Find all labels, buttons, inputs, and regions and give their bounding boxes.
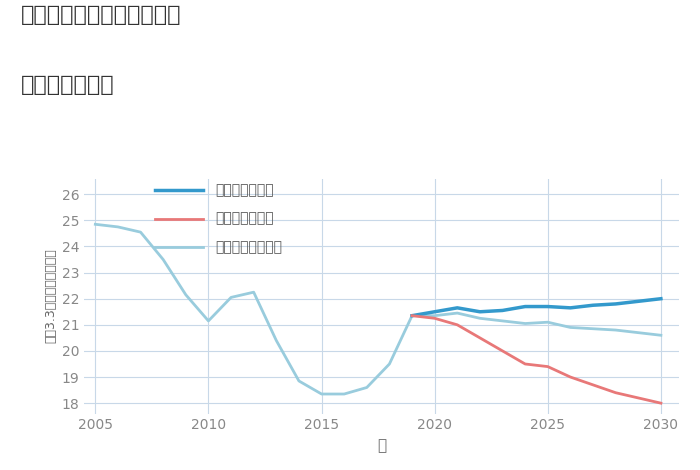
Text: 土地の価格推移: 土地の価格推移: [21, 75, 115, 95]
Text: グッドシナリオ: グッドシナリオ: [215, 183, 274, 197]
Text: 奈良県生駒郡平群町若井の: 奈良県生駒郡平群町若井の: [21, 5, 181, 25]
X-axis label: 年: 年: [377, 438, 386, 453]
Text: ノーマルシナリオ: ノーマルシナリオ: [215, 240, 282, 254]
Y-axis label: 坪（3.3㎡）単価（万円）: 坪（3.3㎡）単価（万円）: [44, 249, 57, 344]
Text: バッドシナリオ: バッドシナリオ: [215, 212, 274, 226]
